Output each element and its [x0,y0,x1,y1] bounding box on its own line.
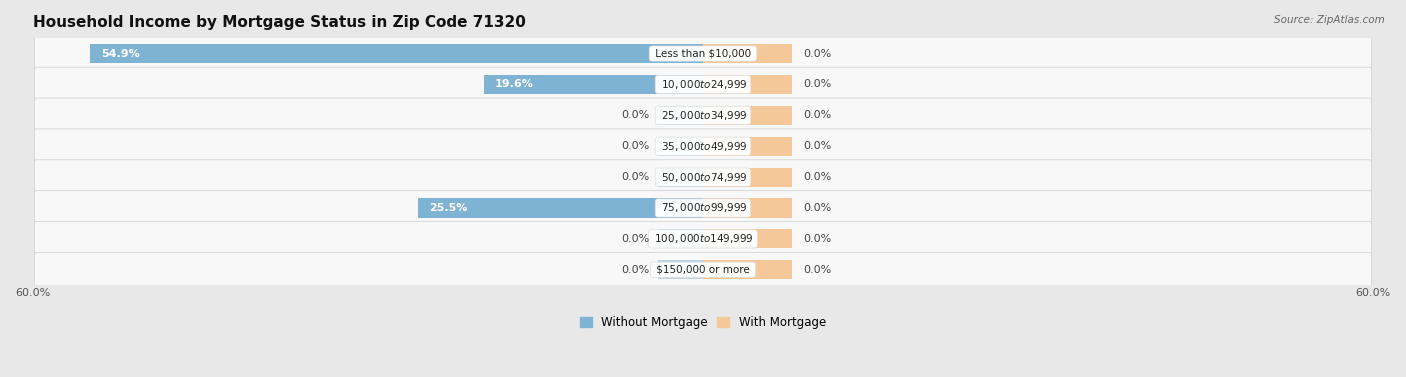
Text: $25,000 to $34,999: $25,000 to $34,999 [658,109,748,122]
Text: $50,000 to $74,999: $50,000 to $74,999 [658,170,748,184]
Text: 0.0%: 0.0% [621,234,650,244]
Bar [658,260,703,279]
Text: 0.0%: 0.0% [804,234,832,244]
Text: 0.0%: 0.0% [804,141,832,151]
FancyBboxPatch shape [34,253,1372,287]
FancyBboxPatch shape [34,160,1372,195]
Text: 0.0%: 0.0% [621,172,650,182]
Bar [703,167,793,187]
FancyBboxPatch shape [34,36,1372,71]
Bar [703,75,793,94]
Text: 54.9%: 54.9% [101,49,139,58]
Text: 25.5%: 25.5% [429,203,468,213]
Text: Source: ZipAtlas.com: Source: ZipAtlas.com [1274,15,1385,25]
Text: 0.0%: 0.0% [621,265,650,275]
Bar [658,106,703,125]
Bar [418,198,703,218]
Bar [703,136,793,156]
Legend: Without Mortgage, With Mortgage: Without Mortgage, With Mortgage [575,311,831,334]
Text: 0.0%: 0.0% [804,203,832,213]
FancyBboxPatch shape [34,129,1372,164]
Bar [703,229,793,248]
FancyBboxPatch shape [34,67,1372,102]
Bar [484,75,703,94]
Bar [703,260,793,279]
Text: Less than $10,000: Less than $10,000 [652,49,754,58]
Text: $150,000 or more: $150,000 or more [652,265,754,275]
Text: 0.0%: 0.0% [804,80,832,89]
Text: 0.0%: 0.0% [804,172,832,182]
Text: 0.0%: 0.0% [804,49,832,58]
Text: $75,000 to $99,999: $75,000 to $99,999 [658,201,748,215]
Bar [90,44,703,63]
Text: Household Income by Mortgage Status in Zip Code 71320: Household Income by Mortgage Status in Z… [32,15,526,30]
Text: 19.6%: 19.6% [495,80,534,89]
Text: $10,000 to $24,999: $10,000 to $24,999 [658,78,748,91]
Text: 0.0%: 0.0% [621,110,650,120]
Text: $35,000 to $49,999: $35,000 to $49,999 [658,140,748,153]
FancyBboxPatch shape [34,191,1372,225]
Bar [658,167,703,187]
Text: 0.0%: 0.0% [804,110,832,120]
Bar [658,136,703,156]
Bar [703,198,793,218]
Text: 0.0%: 0.0% [804,265,832,275]
Bar [658,229,703,248]
Text: 0.0%: 0.0% [621,141,650,151]
FancyBboxPatch shape [34,222,1372,256]
Text: $100,000 to $149,999: $100,000 to $149,999 [651,232,755,245]
FancyBboxPatch shape [34,98,1372,133]
Bar [703,106,793,125]
Bar [703,44,793,63]
